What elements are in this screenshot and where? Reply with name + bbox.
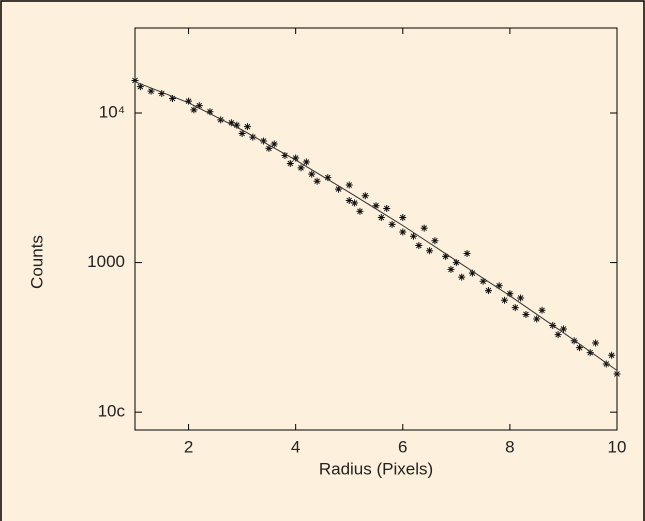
x-tick-label: 2 — [184, 437, 193, 456]
x-tick-label: 4 — [291, 437, 300, 456]
point — [147, 87, 155, 95]
point — [602, 360, 610, 368]
point — [452, 259, 460, 267]
y-tick-label: 10c — [98, 402, 126, 421]
point — [592, 339, 600, 347]
point — [415, 242, 423, 250]
point — [345, 181, 353, 189]
point — [388, 220, 396, 228]
point — [270, 140, 278, 148]
point — [356, 207, 364, 215]
point — [351, 199, 359, 207]
point — [377, 214, 385, 222]
point — [517, 294, 525, 302]
y-tick-label: 10⁴ — [99, 102, 125, 121]
point — [522, 310, 530, 318]
x-tick-label: 6 — [398, 437, 407, 456]
x-axis-label: Radius (Pixels) — [319, 459, 433, 478]
point — [185, 97, 193, 105]
point — [442, 252, 450, 260]
point — [576, 344, 584, 352]
point — [468, 269, 476, 277]
point — [249, 133, 257, 141]
point — [431, 237, 439, 245]
point — [372, 202, 380, 210]
point — [335, 185, 343, 193]
point — [501, 296, 509, 304]
point — [281, 151, 289, 159]
point — [484, 287, 492, 295]
point — [479, 277, 487, 285]
point — [383, 204, 391, 212]
point — [586, 349, 594, 357]
x-tick-label: 8 — [505, 437, 514, 456]
point — [426, 247, 434, 255]
y-axis-label: Counts — [27, 235, 46, 289]
plot-area — [134, 27, 618, 431]
point — [361, 192, 369, 200]
point — [420, 224, 428, 232]
point — [533, 315, 541, 323]
point — [136, 83, 144, 91]
point — [345, 197, 353, 205]
point — [313, 177, 321, 185]
point — [265, 144, 273, 152]
point — [243, 123, 251, 131]
x-tick-label: 10 — [608, 437, 627, 456]
point — [233, 121, 241, 129]
point — [613, 370, 621, 378]
point — [308, 170, 316, 178]
point — [399, 228, 407, 236]
point — [292, 154, 300, 162]
point — [206, 108, 214, 116]
point — [217, 116, 225, 124]
point — [238, 129, 246, 137]
fit-line — [134, 81, 618, 371]
point — [286, 159, 294, 167]
point — [168, 94, 176, 102]
point — [131, 76, 139, 84]
point — [538, 306, 546, 314]
point — [158, 89, 166, 97]
point — [190, 106, 198, 114]
y-tick-label: 1000 — [87, 252, 125, 271]
point — [409, 232, 417, 240]
point — [297, 164, 305, 172]
point — [302, 158, 310, 166]
point — [506, 290, 514, 298]
point — [608, 351, 616, 359]
point — [227, 119, 235, 127]
point — [495, 282, 503, 290]
point — [458, 273, 466, 281]
point — [324, 174, 332, 182]
point — [463, 250, 471, 258]
point — [511, 304, 519, 312]
point — [399, 214, 407, 222]
point — [554, 331, 562, 339]
point — [447, 265, 455, 273]
point — [260, 137, 268, 145]
point — [195, 102, 203, 110]
point — [559, 325, 567, 333]
